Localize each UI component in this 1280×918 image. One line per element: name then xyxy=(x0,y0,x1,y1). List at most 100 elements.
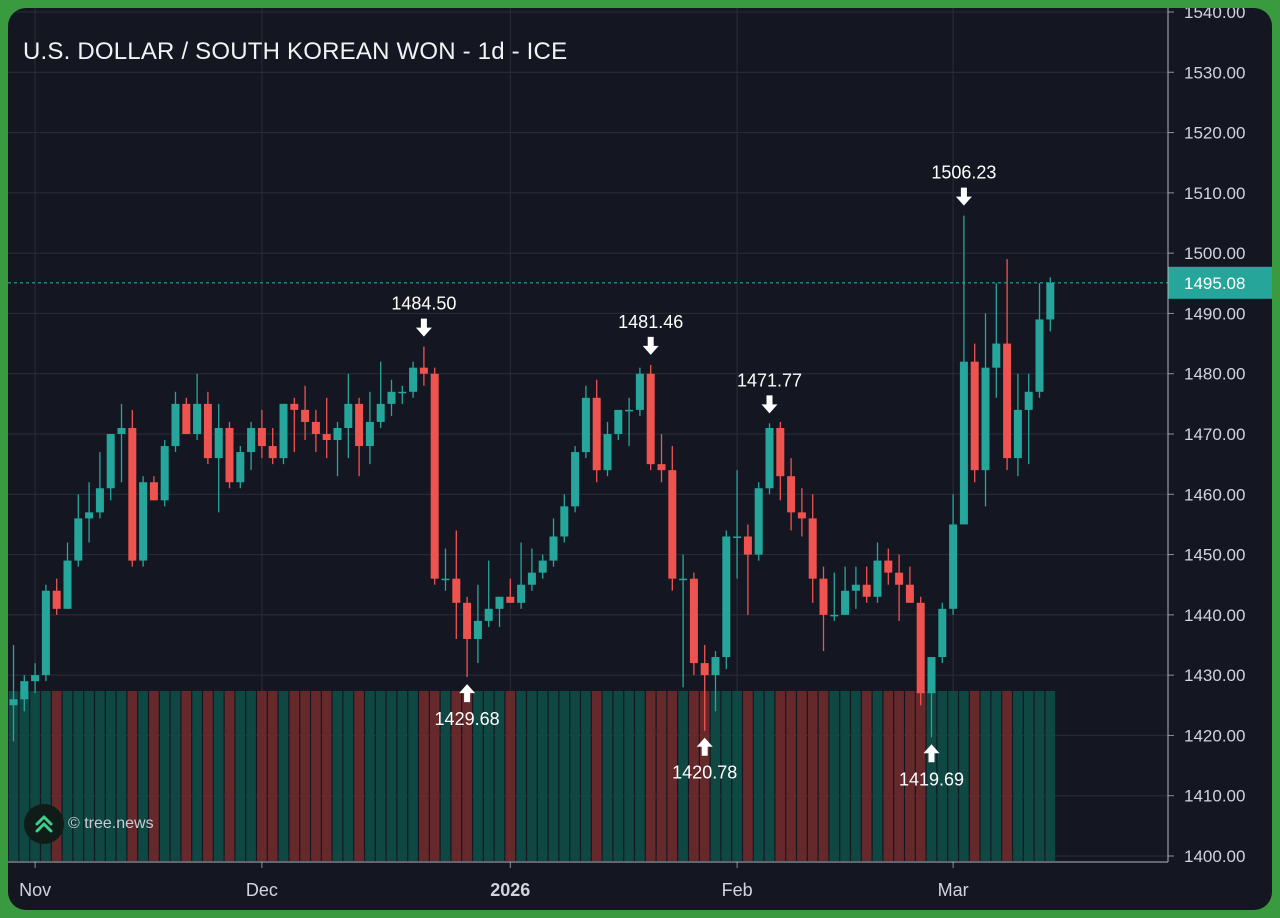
volume-bar xyxy=(1034,691,1045,861)
volume-bar xyxy=(51,691,62,861)
candle-body xyxy=(981,367,990,471)
down-arrow-icon xyxy=(761,395,778,414)
volume-bar xyxy=(278,691,289,861)
double-chevron-up-icon xyxy=(24,804,64,844)
volume-bar xyxy=(30,691,40,861)
candle-body xyxy=(247,427,256,453)
candle-body xyxy=(311,421,320,434)
y-tick-label: 1440.00 xyxy=(1184,606,1245,625)
up-arrow-icon xyxy=(923,744,940,763)
candle-body xyxy=(495,596,504,609)
candle-body xyxy=(333,427,342,441)
candle-body xyxy=(895,572,904,585)
volume-bar xyxy=(429,691,440,861)
candle-body xyxy=(527,572,536,585)
candle-body xyxy=(117,427,126,434)
volume-bar xyxy=(570,691,580,861)
y-tick-label: 1460.00 xyxy=(1184,485,1245,504)
volume-bar xyxy=(95,691,105,861)
volume-bar xyxy=(797,691,807,861)
y-tick-label: 1430.00 xyxy=(1184,666,1245,685)
candle-body xyxy=(754,488,763,555)
volume-bar xyxy=(667,691,678,861)
volume-bar xyxy=(257,691,267,861)
candle-body xyxy=(819,578,828,615)
volume-bar xyxy=(991,691,1002,861)
volume-bar xyxy=(764,691,775,861)
candle-body xyxy=(85,512,94,519)
volume-bar xyxy=(905,691,915,861)
down-arrow-icon xyxy=(415,318,432,337)
candle-body xyxy=(797,512,806,519)
volume-bar xyxy=(159,691,170,861)
volume-bar xyxy=(138,691,148,861)
candle-body xyxy=(1046,282,1055,320)
volume-bar xyxy=(246,691,256,861)
volume-bar xyxy=(635,691,645,861)
volume-bar xyxy=(591,691,602,861)
down-arrow-icon xyxy=(955,187,972,206)
candle-body xyxy=(463,602,472,639)
volume-bar xyxy=(894,691,904,861)
y-tick-label: 1400.00 xyxy=(1184,847,1245,866)
candle-body xyxy=(257,427,266,447)
volume-bar xyxy=(451,691,462,861)
candle-body xyxy=(581,397,590,453)
candle-body xyxy=(916,602,925,694)
candle-body xyxy=(355,403,364,447)
candle-body xyxy=(722,536,731,658)
candle-body xyxy=(625,409,634,412)
x-tick-label: Dec xyxy=(246,880,278,900)
candle-body xyxy=(376,403,385,422)
annotation: 1481.46 xyxy=(618,312,683,355)
volume-bar xyxy=(321,691,332,861)
volume-bar xyxy=(235,691,246,861)
candle-body xyxy=(517,584,526,603)
volume-bar xyxy=(624,691,634,861)
watermark-text: © tree.news xyxy=(68,815,154,832)
candle-body xyxy=(473,620,482,639)
up-arrow-icon xyxy=(459,684,476,703)
volume-bar xyxy=(84,691,94,861)
candle-body xyxy=(430,373,439,579)
candle-body xyxy=(160,446,169,501)
candle-body xyxy=(571,452,580,507)
y-tick-label: 1520.00 xyxy=(1184,124,1245,143)
candle-body xyxy=(128,427,137,561)
candle-body xyxy=(31,675,40,682)
annotation-label: 1429.68 xyxy=(435,709,500,729)
volume-bar xyxy=(62,691,73,861)
candle-body xyxy=(441,578,450,581)
candle-body xyxy=(322,434,331,441)
volume-bar xyxy=(786,691,796,861)
y-tick-label: 1410.00 xyxy=(1184,787,1245,806)
volume-bar xyxy=(602,691,613,861)
x-tick-label: 2026 xyxy=(490,880,530,900)
volume-bar xyxy=(548,691,559,861)
candle-body xyxy=(236,452,245,483)
x-tick-label: Mar xyxy=(938,880,969,900)
y-tick-label: 1500.00 xyxy=(1184,244,1245,263)
volume-bar xyxy=(807,691,818,861)
volume-bar xyxy=(527,691,537,861)
volume-bar xyxy=(516,691,526,861)
volume-bar xyxy=(289,691,300,861)
y-tick-label: 1530.00 xyxy=(1184,63,1245,82)
last-price-line: 1495.08 xyxy=(8,266,1272,299)
candle-body xyxy=(733,536,742,538)
candle-body xyxy=(95,488,104,513)
volume-bar xyxy=(1023,691,1034,861)
volume-bar xyxy=(41,691,51,861)
candle-body xyxy=(20,681,29,700)
annotation: 1420.78 xyxy=(672,737,737,783)
volume-bar xyxy=(1002,691,1012,861)
candle-body xyxy=(506,596,515,603)
candle-body xyxy=(603,434,612,471)
candle-body xyxy=(668,470,677,579)
annotation: 1419.69 xyxy=(899,744,964,789)
last-price-label: 1495.08 xyxy=(1184,274,1245,293)
volume-bar xyxy=(73,691,84,861)
candlestick-chart[interactable]: 1495.08 1484.50 1429.68 1481.46 1420.78 1471… xyxy=(8,8,1272,910)
candle-body xyxy=(743,536,752,555)
candle-body xyxy=(1003,343,1012,459)
